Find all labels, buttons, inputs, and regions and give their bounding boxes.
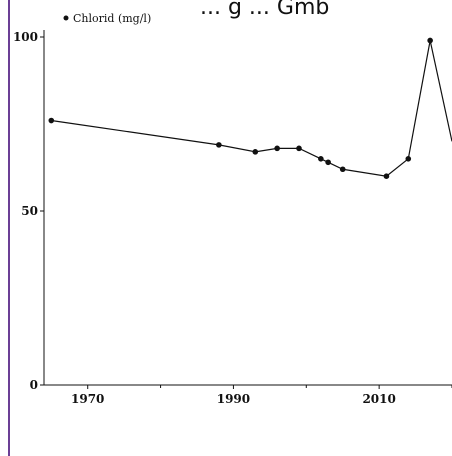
- chart-title-fragment: ... g ... Gmb: [200, 0, 329, 20]
- legend: Chlorid (mg/l): [63, 12, 151, 25]
- y-tick-label: 100: [13, 30, 38, 44]
- y-tick-label: 50: [21, 204, 38, 218]
- x-tick-label: 1990: [217, 392, 250, 406]
- left-frame-border: [8, 0, 10, 456]
- y-tick-label: 0: [30, 378, 38, 392]
- data-point: [405, 156, 412, 162]
- axis-ticks: 0 50 100 1970 1990 2010: [13, 30, 452, 406]
- data-point: [325, 159, 331, 166]
- data-point: [339, 166, 346, 173]
- data-point: [216, 142, 222, 148]
- series-line-chlorid: [51, 40, 452, 177]
- data-point: [318, 156, 324, 162]
- x-tick-label: 1970: [71, 392, 104, 406]
- data-point: [274, 145, 280, 152]
- series-layer: [48, 37, 452, 179]
- data-point: [383, 173, 390, 179]
- data-point: [296, 145, 302, 152]
- legend-marker: [63, 15, 69, 21]
- data-point: [252, 149, 259, 155]
- data-point: [48, 117, 55, 124]
- legend-label: Chlorid (mg/l): [73, 12, 151, 25]
- data-point: [427, 37, 433, 44]
- x-tick-label: 2010: [362, 392, 395, 406]
